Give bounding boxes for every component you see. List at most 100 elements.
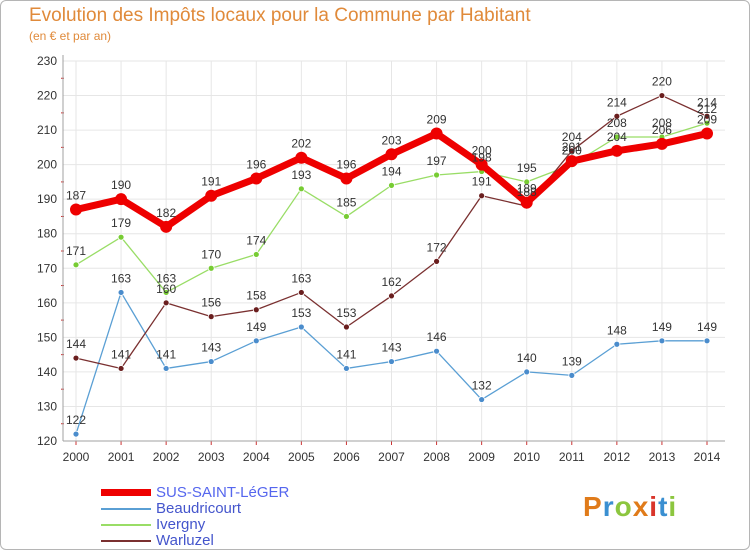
data-label: 163 [111, 271, 131, 285]
legend-label: Beaudricourt [156, 500, 242, 517]
data-label: 194 [381, 164, 401, 178]
data-label: 122 [66, 413, 86, 427]
data-label: 172 [427, 240, 447, 254]
data-label: 141 [156, 347, 176, 361]
data-point [433, 171, 440, 179]
data-point [207, 264, 215, 272]
data-label: 156 [201, 296, 221, 310]
data-point [252, 306, 260, 314]
data-label: 189 [517, 182, 537, 196]
data-point [478, 396, 486, 403]
data-label: 190 [111, 178, 131, 192]
logo-letter: t [658, 491, 669, 522]
data-label: 139 [562, 354, 582, 368]
logo-letter: x [632, 491, 650, 522]
data-point [475, 158, 488, 171]
data-label: 158 [246, 289, 266, 303]
data-point [613, 133, 621, 141]
data-label: 187 [66, 189, 86, 203]
data-point [613, 112, 621, 120]
data-point [70, 203, 82, 216]
y-tick-label: 130 [37, 399, 57, 413]
logo-letter: i [668, 491, 678, 522]
chart-subtitle: (en € et par an) [29, 29, 112, 43]
data-label: 160 [156, 282, 176, 296]
data-label: 185 [336, 195, 356, 209]
x-tick-label: 2005 [288, 450, 315, 464]
data-point [568, 147, 576, 155]
data-point [72, 430, 80, 438]
y-tick-label: 210 [37, 123, 57, 137]
legend-swatch [101, 524, 151, 526]
data-point [388, 358, 395, 365]
data-point [252, 251, 260, 258]
data-point [340, 172, 353, 185]
legend-label: SUS-SAINT-LéGER [156, 484, 290, 501]
data-label: 149 [697, 320, 717, 334]
legend-swatch [101, 540, 151, 542]
data-label: 209 [697, 113, 717, 127]
data-point [207, 358, 215, 365]
data-label: 146 [427, 330, 447, 344]
data-point [388, 292, 395, 300]
data-point [433, 257, 440, 265]
data-point [430, 127, 443, 140]
data-label: 204 [562, 130, 582, 144]
x-tick-label: 2003 [198, 450, 225, 464]
y-tick-label: 150 [37, 330, 57, 344]
data-label: 208 [652, 116, 672, 130]
data-label: 140 [517, 351, 537, 365]
data-label: 193 [291, 168, 311, 182]
data-label: 144 [66, 337, 86, 351]
data-point [658, 92, 666, 99]
data-point [297, 289, 305, 296]
data-point [658, 337, 666, 345]
data-label: 141 [111, 347, 131, 361]
data-point [343, 323, 350, 331]
x-tick-label: 2013 [649, 450, 676, 464]
data-point [523, 368, 531, 376]
legend-label: Warluzel [156, 532, 214, 549]
data-point [523, 178, 531, 186]
data-label: 182 [156, 206, 176, 220]
data-label: 179 [111, 216, 131, 230]
data-point [117, 365, 125, 372]
y-tick-label: 140 [37, 365, 57, 379]
logo-letter: o [614, 491, 633, 522]
data-label: 203 [381, 133, 401, 147]
data-point [655, 137, 668, 150]
data-label: 201 [562, 140, 582, 154]
data-label: 191 [201, 175, 221, 189]
data-label: 200 [472, 144, 492, 158]
data-label: 170 [201, 247, 221, 261]
data-point [205, 189, 218, 202]
data-label: 200 [562, 144, 582, 158]
data-point [343, 365, 350, 372]
data-label: 132 [472, 379, 492, 393]
x-tick-label: 2011 [559, 450, 585, 464]
legend-label: Ivergny [156, 516, 206, 533]
data-label: 143 [381, 341, 401, 355]
legend-swatch [101, 508, 151, 510]
data-point [117, 289, 125, 296]
x-tick-label: 2008 [423, 450, 450, 464]
data-label: 141 [336, 347, 356, 361]
data-point [478, 192, 486, 200]
data-label: 174 [246, 233, 266, 247]
y-tick-label: 190 [37, 192, 57, 206]
data-point [295, 151, 308, 164]
y-tick-label: 180 [37, 227, 57, 241]
data-label: 212 [697, 102, 717, 116]
data-point [162, 365, 170, 372]
x-tick-label: 2002 [153, 450, 180, 464]
y-tick-label: 220 [37, 89, 57, 103]
logo-letter: P [583, 491, 603, 522]
data-label: 195 [517, 161, 537, 175]
data-label: 202 [291, 137, 311, 151]
data-label: 196 [336, 157, 356, 171]
data-point [701, 127, 713, 140]
chart-legend: SUS-SAINT-LéGER Beaudricourt Ivergny Warluz… [101, 485, 361, 549]
x-tick-label: 2001 [108, 450, 135, 464]
